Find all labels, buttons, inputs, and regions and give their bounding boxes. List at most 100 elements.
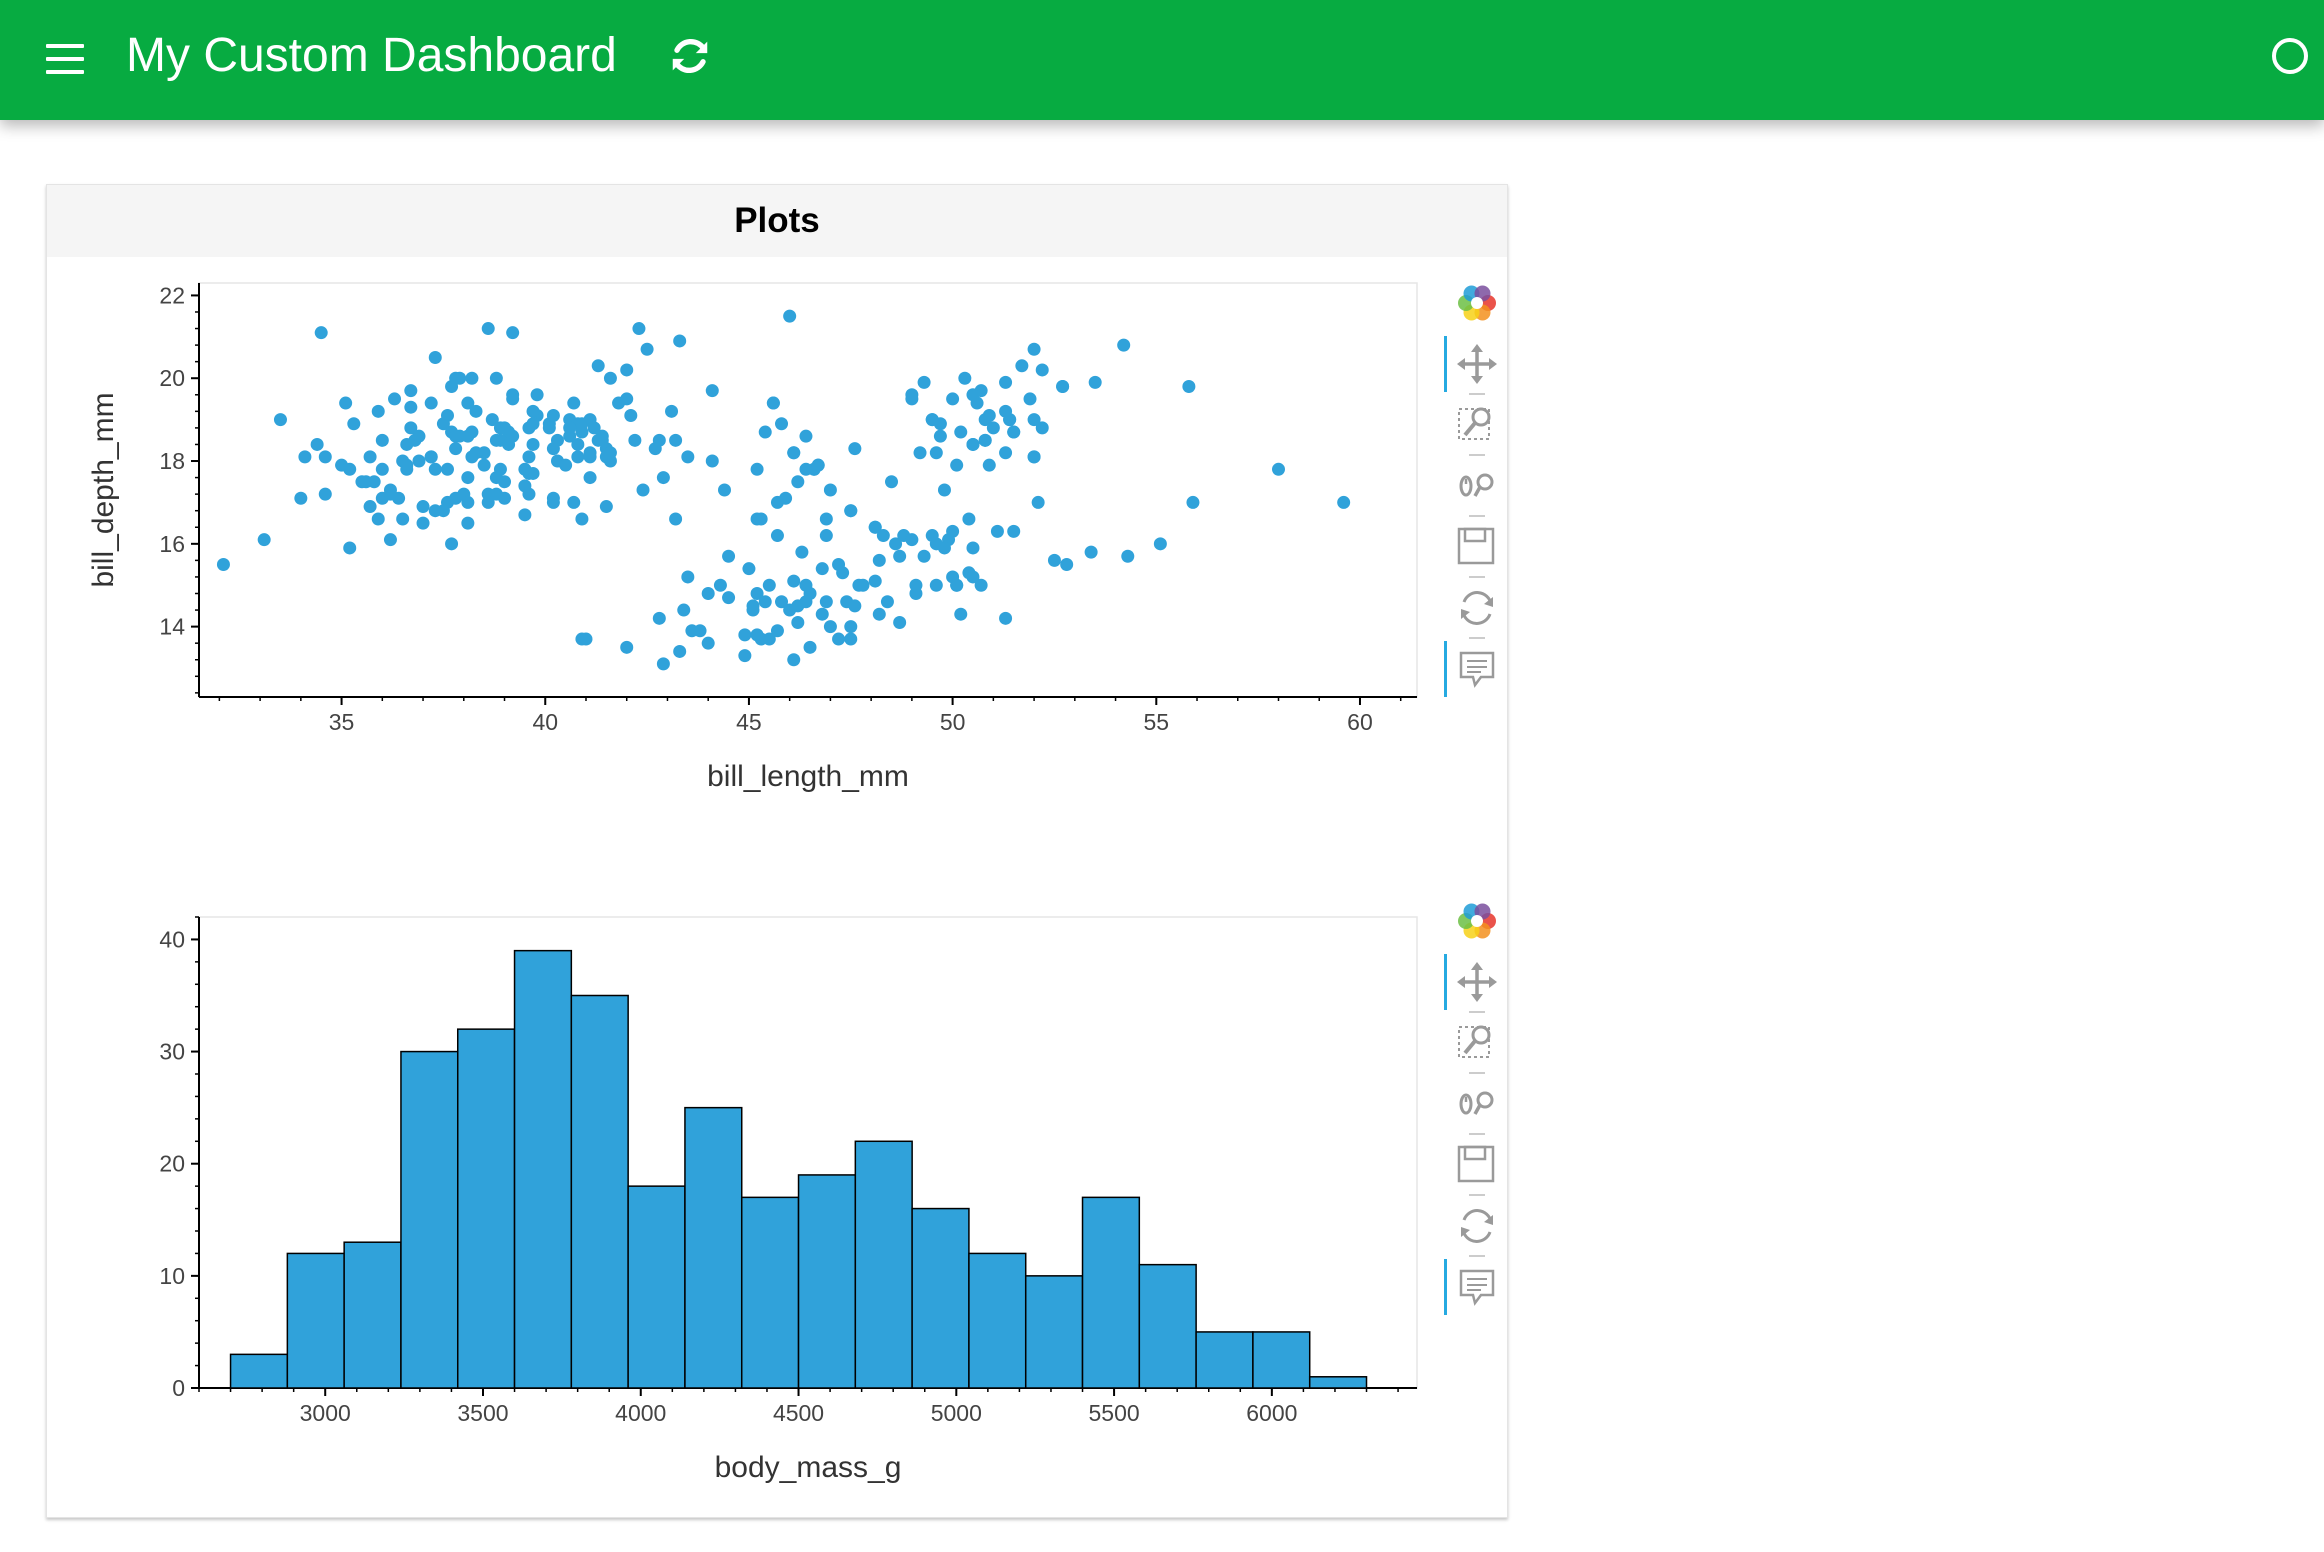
scatter-point[interactable] <box>449 429 463 443</box>
scatter-point[interactable] <box>1027 413 1041 427</box>
scatter-point[interactable] <box>571 437 585 451</box>
scatter-point[interactable] <box>440 408 454 422</box>
scatter-point[interactable] <box>546 408 560 422</box>
scatter-point[interactable] <box>583 450 597 464</box>
scatter-point[interactable] <box>526 417 540 431</box>
box-zoom-icon[interactable] <box>1458 393 1491 440</box>
scatter-point[interactable] <box>738 649 752 663</box>
scatter-point[interactable] <box>477 446 491 460</box>
scatter-point[interactable] <box>575 632 589 646</box>
scatter-point[interactable] <box>946 392 960 406</box>
scatter-point[interactable] <box>990 524 1004 538</box>
scatter-point[interactable] <box>1023 392 1037 406</box>
histogram-bar[interactable] <box>1308 1376 1368 1389</box>
scatter-point[interactable] <box>673 644 687 658</box>
scatter-point[interactable] <box>966 388 980 402</box>
scatter-point[interactable] <box>506 392 520 406</box>
scatter-point[interactable] <box>966 570 980 584</box>
histogram-bar[interactable] <box>740 1196 800 1389</box>
scatter-point[interactable] <box>624 408 638 422</box>
scatter-point[interactable] <box>347 417 361 431</box>
histogram-bar[interactable] <box>627 1185 686 1389</box>
scatter-point[interactable] <box>636 483 650 497</box>
scatter-point[interactable] <box>742 562 756 576</box>
scatter-point[interactable] <box>787 574 801 588</box>
scatter-point[interactable] <box>815 607 829 621</box>
save-icon[interactable] <box>1457 1133 1495 1183</box>
histogram-bar[interactable] <box>1195 1331 1254 1389</box>
scatter-point[interactable] <box>819 595 833 609</box>
scatter-point[interactable] <box>294 491 308 505</box>
scatter-point[interactable] <box>522 487 536 501</box>
scatter-point[interactable] <box>681 450 695 464</box>
scatter-point[interactable] <box>750 587 764 600</box>
scatter-point[interactable] <box>885 475 899 489</box>
scatter-point[interactable] <box>571 450 585 464</box>
scatter-point[interactable] <box>893 615 907 629</box>
scatter-point[interactable] <box>1007 425 1021 439</box>
scatter-point[interactable] <box>762 578 776 592</box>
scatter-point[interactable] <box>946 524 960 538</box>
scatter-point[interactable] <box>489 371 503 385</box>
scatter-point[interactable] <box>832 558 846 572</box>
scatter-point[interactable] <box>383 533 397 547</box>
scatter-point[interactable] <box>489 471 503 485</box>
scatter-point[interactable] <box>770 495 784 509</box>
scatter-point[interactable] <box>770 529 784 543</box>
scatter-point[interactable] <box>966 541 980 555</box>
scatter-point[interactable] <box>485 413 499 427</box>
scatter-point[interactable] <box>652 611 666 625</box>
scatter-point[interactable] <box>506 326 520 340</box>
scatter-point[interactable] <box>1035 421 1049 435</box>
scatter-point[interactable] <box>925 529 939 543</box>
scatter-point[interactable] <box>273 413 287 427</box>
scatter-point[interactable] <box>958 371 972 385</box>
scatter-point[interactable] <box>787 446 801 460</box>
scatter-point[interactable] <box>677 603 691 617</box>
scatter-point[interactable] <box>982 458 996 472</box>
scatter-point[interactable] <box>775 595 789 609</box>
scatter-point[interactable] <box>318 450 332 464</box>
scatter-point[interactable] <box>502 437 516 451</box>
scatter-point[interactable] <box>546 442 560 456</box>
scatter-point[interactable] <box>929 446 943 460</box>
scatter-point[interactable] <box>546 491 560 505</box>
scatter-point[interactable] <box>746 603 760 617</box>
scatter-point[interactable] <box>1084 545 1098 559</box>
scatter-point[interactable] <box>628 433 642 447</box>
scatter-point[interactable] <box>424 396 438 410</box>
scatter-point[interactable] <box>396 512 410 526</box>
hover-icon[interactable] <box>1444 637 1495 697</box>
scatter-point[interactable] <box>1186 495 1200 509</box>
scatter-point[interactable] <box>954 607 968 621</box>
scatter-point[interactable] <box>1182 380 1196 393</box>
scatter-point[interactable] <box>917 549 931 563</box>
scatter-point[interactable] <box>599 500 613 514</box>
scatter-point[interactable] <box>620 392 634 406</box>
histogram-bar[interactable] <box>854 1140 913 1389</box>
scatter-point[interactable] <box>832 632 846 646</box>
scatter-point[interactable] <box>669 512 683 526</box>
scatter-point[interactable] <box>937 483 951 497</box>
scatter-point[interactable] <box>954 425 968 439</box>
scatter-point[interactable] <box>909 578 923 592</box>
scatter-point[interactable] <box>375 433 389 447</box>
pan-icon[interactable] <box>1444 954 1497 1010</box>
scatter-point[interactable] <box>583 471 597 485</box>
histogram-bar[interactable] <box>1024 1275 1084 1389</box>
scatter-point[interactable] <box>440 462 454 476</box>
pan-icon[interactable] <box>1444 336 1497 392</box>
hamburger-menu-icon[interactable] <box>46 44 84 74</box>
scatter-point[interactable] <box>1153 537 1167 551</box>
reset-icon[interactable] <box>1461 1194 1493 1243</box>
scatter-point[interactable] <box>498 421 512 435</box>
wheel-zoom-icon[interactable] <box>1459 1072 1494 1115</box>
scatter-point[interactable] <box>844 632 858 646</box>
hover-icon[interactable] <box>1444 1255 1495 1315</box>
scatter-point[interactable] <box>530 388 544 402</box>
scatter-point[interactable] <box>738 628 752 642</box>
scatter-point[interactable] <box>880 595 894 609</box>
scatter-point[interactable] <box>999 611 1013 625</box>
scatter-point[interactable] <box>750 462 764 476</box>
scatter-point[interactable] <box>933 429 947 443</box>
